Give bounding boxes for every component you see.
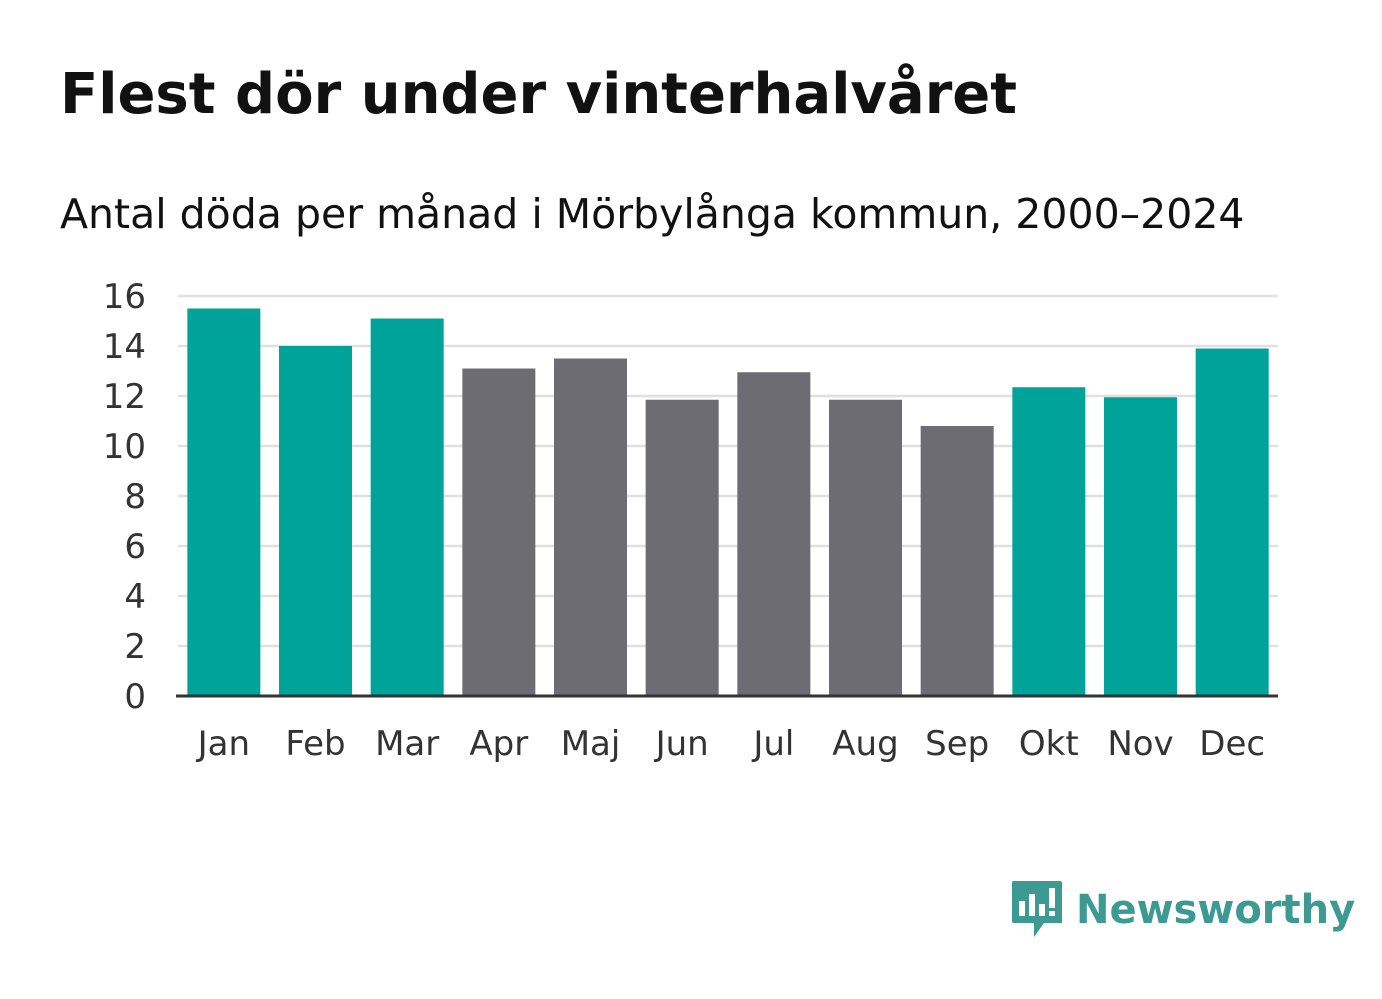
bar-okt [1012,387,1086,696]
chart-subtitle: Antal döda per månad i Mörbylånga kommun… [60,190,1245,238]
y-tick-label: 14 [103,327,146,367]
chart-title: Flest dör under vinterhalvåret [60,62,1018,127]
bar-sep [920,426,994,696]
x-tick-label: Feb [285,724,345,764]
bar-aug [829,399,902,696]
bar-maj [554,358,627,696]
y-tick-label: 8 [124,477,146,517]
brand-logo: Newsworthy [1010,878,1355,942]
y-tick-label: 12 [103,377,146,417]
y-tick-label: 4 [124,577,146,617]
x-tick-label: Jul [751,724,794,764]
bars [187,308,1269,696]
y-tick-label: 2 [124,627,146,667]
bar-nov [1104,397,1177,696]
bar-jun [645,399,719,696]
newsworthy-logo-icon [1012,881,1062,937]
x-tick-label: Okt [1019,724,1079,764]
bar-jul [737,372,811,696]
x-tick-label: Jun [654,724,709,764]
bar-feb [279,346,352,696]
x-tick-label: Mar [375,724,439,764]
x-tick-label: Maj [561,724,621,764]
bar-apr [462,368,536,696]
y-tick-label: 6 [124,527,146,567]
bar-mar [370,318,444,696]
x-tick-label: Aug [832,724,898,764]
x-tick-label: Dec [1199,724,1265,764]
x-tick-label: Nov [1107,724,1173,764]
y-tick-label: 16 [103,277,146,317]
brand-name: Newsworthy [1076,887,1356,933]
bar-jan [187,308,261,696]
gridlines [178,294,1278,648]
tick-labels: 0 2 4 6 8 10 12 14 16 Jan Feb Mar Apr Maj Jun Jul Aug Sep… [103,277,1265,764]
x-tick-label: Jan [196,724,250,764]
x-tick-label: Sep [925,724,989,764]
bar-dec [1195,348,1269,696]
y-tick-label: 10 [103,427,146,467]
x-tick-label: Apr [469,724,528,764]
y-tick-label: 0 [124,677,146,717]
